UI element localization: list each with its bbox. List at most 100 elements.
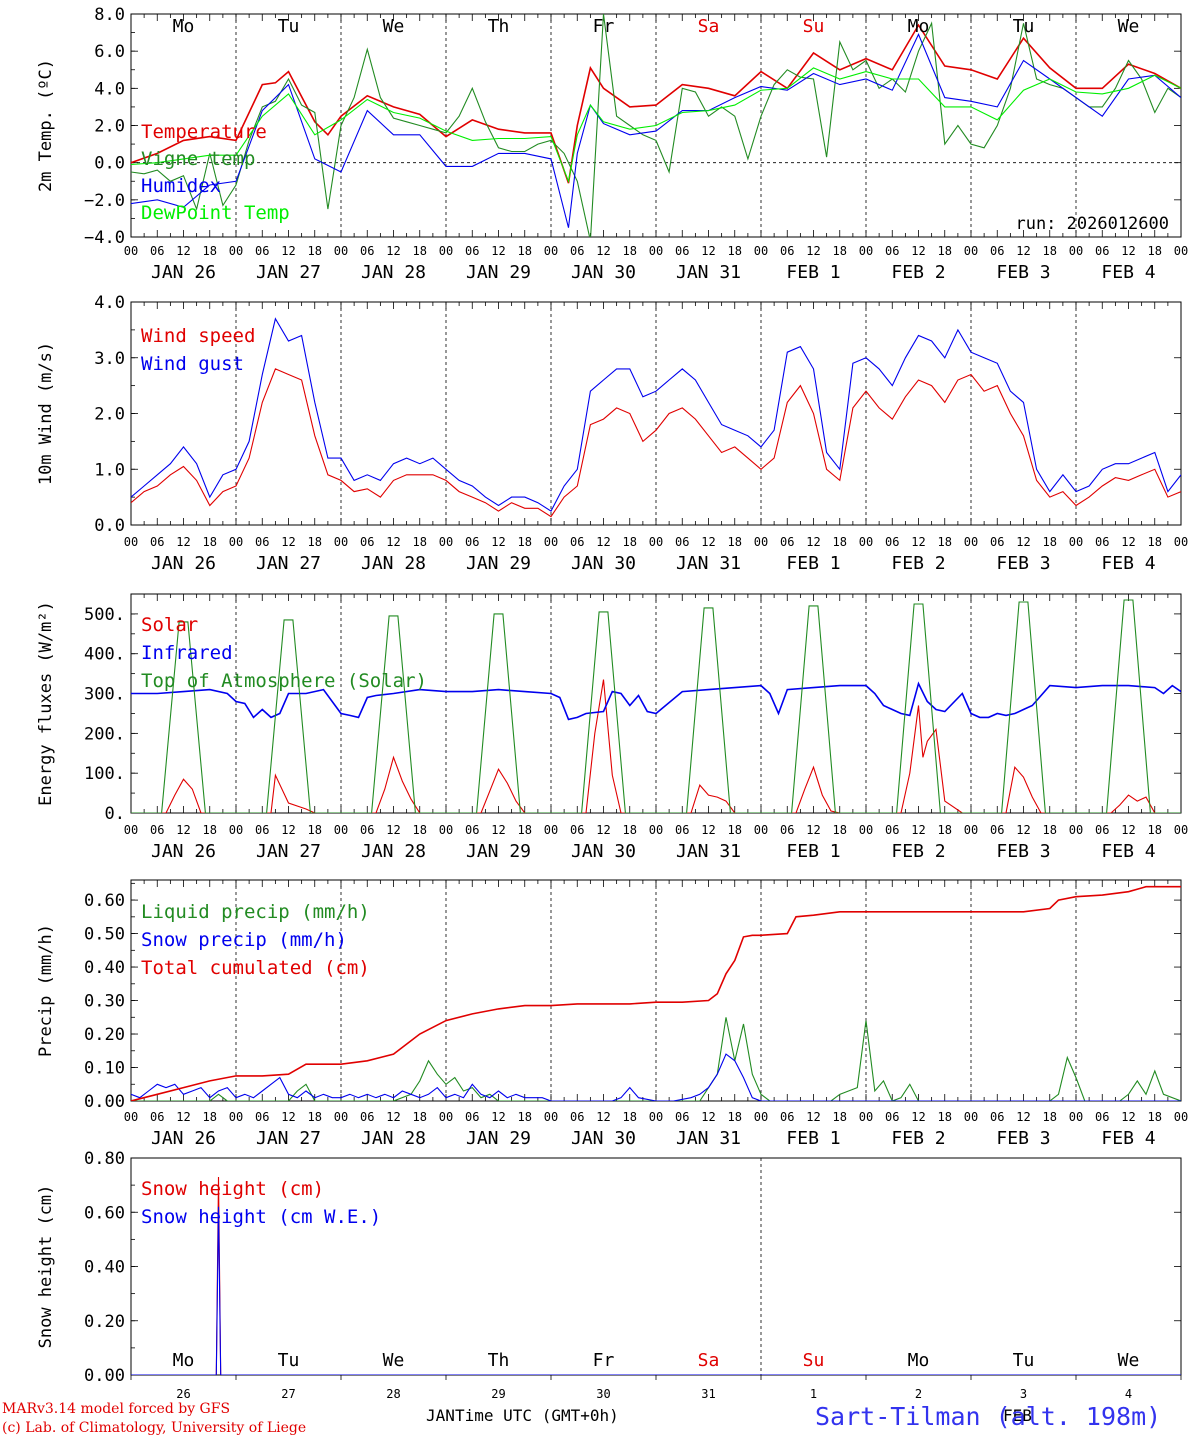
hour-label: 12 xyxy=(1121,823,1135,837)
hour-label: 18 xyxy=(518,823,532,837)
weekday-label: Tu xyxy=(278,16,300,37)
weekday-label: Th xyxy=(488,16,510,37)
hour-label: 06 xyxy=(360,823,374,837)
hour-label: 00 xyxy=(964,1110,978,1124)
day-label: FEB 3 xyxy=(996,841,1050,862)
day-number: 3 xyxy=(1020,1387,1027,1401)
panel-2 xyxy=(130,301,1182,526)
day-label: FEB 4 xyxy=(1101,553,1155,574)
legend-entry: Snow precip (mm/h) xyxy=(141,929,347,951)
weekday-label: We xyxy=(383,1350,405,1371)
hour-label: 06 xyxy=(885,535,899,549)
day-label: JAN 27 xyxy=(256,262,321,283)
weekday-label: Mo xyxy=(173,16,195,37)
hour-label: 12 xyxy=(701,535,715,549)
y-tick-label: 2.0 xyxy=(94,117,125,137)
y-tick-label: 4.0 xyxy=(94,79,125,99)
weekday-label: Mo xyxy=(908,1350,930,1371)
hour-label: 18 xyxy=(308,535,322,549)
day-label: JAN 28 xyxy=(361,1128,426,1149)
series-line xyxy=(131,33,1181,228)
hour-label: 06 xyxy=(255,535,269,549)
hour-label: 00 xyxy=(859,535,873,549)
hour-label: 00 xyxy=(1174,823,1188,837)
day-label: JAN 27 xyxy=(256,1128,321,1149)
hour-label: 12 xyxy=(1121,535,1135,549)
y-axis-title: Energy fluxes (W/m²) xyxy=(36,601,56,806)
hour-label: 06 xyxy=(1095,244,1109,258)
hour-label: 00 xyxy=(964,823,978,837)
day-number: 31 xyxy=(701,1387,715,1401)
y-tick-label: 0.60 xyxy=(84,891,125,911)
legend-entry: Snow height (cm) xyxy=(141,1178,324,1200)
legend-entry: Snow height (cm W.E.) xyxy=(141,1206,381,1228)
hour-label: 18 xyxy=(833,244,847,258)
hour-label: 06 xyxy=(675,244,689,258)
hour-label: 18 xyxy=(1043,1110,1057,1124)
y-tick-label: 0.50 xyxy=(84,925,125,945)
legend-entry: Wind gust xyxy=(141,353,244,375)
y-tick-label: 3.0 xyxy=(94,349,125,369)
day-label: JAN 28 xyxy=(361,553,426,574)
y-tick-label: 400. xyxy=(84,645,125,665)
hour-label: 00 xyxy=(439,535,453,549)
hour-label: 12 xyxy=(386,535,400,549)
hour-label: 12 xyxy=(491,244,505,258)
hour-label: 00 xyxy=(649,1110,663,1124)
hour-label: 06 xyxy=(885,1110,899,1124)
legend-entry: Liquid precip (mm/h) xyxy=(141,901,370,923)
hour-label: 12 xyxy=(806,1110,820,1124)
hour-label: 12 xyxy=(386,823,400,837)
hour-label: 06 xyxy=(150,1110,164,1124)
day-label: FEB 3 xyxy=(996,262,1050,283)
hour-label: 00 xyxy=(859,244,873,258)
day-label: JAN 31 xyxy=(676,553,741,574)
hour-label: 18 xyxy=(833,823,847,837)
hour-label: 00 xyxy=(754,823,768,837)
hour-label: 00 xyxy=(124,1110,138,1124)
y-tick-label: 0.0 xyxy=(94,154,125,174)
y-tick-label: 8.0 xyxy=(94,5,125,25)
hour-label: 18 xyxy=(203,1110,217,1124)
hour-label: 00 xyxy=(964,244,978,258)
day-label: FEB 4 xyxy=(1101,1128,1155,1149)
hour-label: 00 xyxy=(1174,535,1188,549)
hour-label: 06 xyxy=(780,535,794,549)
day-label: JAN 28 xyxy=(361,262,426,283)
day-label: JAN 26 xyxy=(151,1128,216,1149)
hour-label: 06 xyxy=(1095,535,1109,549)
day-number: 29 xyxy=(491,1387,505,1401)
weekday-label: Tu xyxy=(1013,16,1035,37)
hour-label: 06 xyxy=(255,823,269,837)
hour-label: 00 xyxy=(544,823,558,837)
day-label: JAN 26 xyxy=(151,553,216,574)
hour-label: 00 xyxy=(1174,244,1188,258)
y-axis-title: Precip (mm/h) xyxy=(36,924,56,1057)
hour-label: 18 xyxy=(1148,823,1162,837)
hour-label: 12 xyxy=(281,823,295,837)
legend-entry: Vigne temp xyxy=(141,148,255,170)
weekday-label: Tu xyxy=(1013,1350,1035,1371)
hour-label: 18 xyxy=(1043,535,1057,549)
day-label: JAN 30 xyxy=(571,841,636,862)
hour-label: 00 xyxy=(859,1110,873,1124)
hour-label: 00 xyxy=(439,1110,453,1124)
weekday-label: Sa xyxy=(698,16,720,37)
hour-label: 12 xyxy=(596,823,610,837)
y-tick-label: 6.0 xyxy=(94,42,125,62)
hour-label: 06 xyxy=(675,1110,689,1124)
hour-label: 06 xyxy=(360,535,374,549)
y-tick-label: 0.30 xyxy=(84,992,125,1012)
day-label: FEB 3 xyxy=(996,553,1050,574)
hour-label: 12 xyxy=(701,823,715,837)
hour-label: 00 xyxy=(124,535,138,549)
hour-label: 18 xyxy=(308,244,322,258)
hour-label: 06 xyxy=(990,1110,1004,1124)
hour-label: 06 xyxy=(570,244,584,258)
hour-label: 18 xyxy=(518,1110,532,1124)
y-tick-label: 4.0 xyxy=(94,293,125,313)
hour-label: 06 xyxy=(990,535,1004,549)
legend-entry: Humidex xyxy=(141,175,221,197)
hour-label: 12 xyxy=(491,1110,505,1124)
hour-label: 06 xyxy=(465,244,479,258)
